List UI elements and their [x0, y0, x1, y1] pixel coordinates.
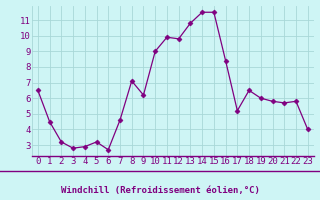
Text: Windchill (Refroidissement éolien,°C): Windchill (Refroidissement éolien,°C): [60, 186, 260, 194]
